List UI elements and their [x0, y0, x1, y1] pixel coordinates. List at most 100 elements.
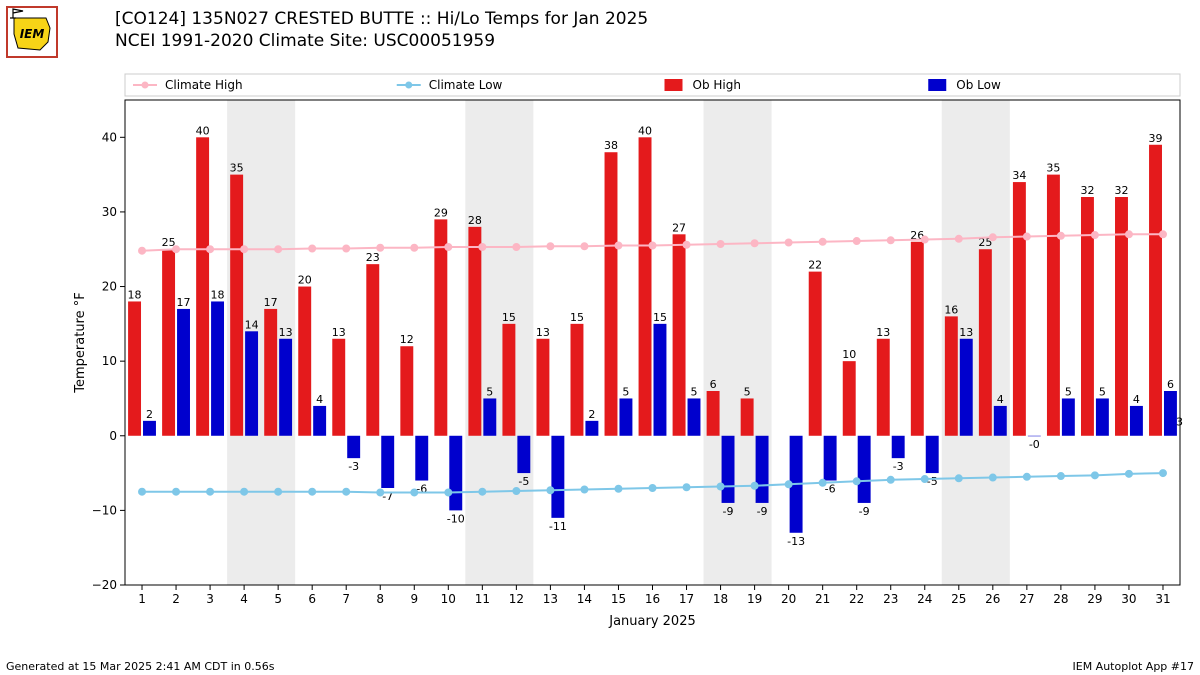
ob-high-bar: [400, 346, 413, 436]
bar-label: 5: [486, 385, 493, 398]
bar-label: 40: [638, 124, 652, 137]
climate-high-marker: [853, 238, 860, 245]
bar-label: 3: [1176, 415, 1183, 428]
climate-low-marker: [1159, 470, 1166, 477]
ob-high-bar: [162, 249, 175, 436]
bar-label: 13: [332, 326, 346, 339]
climate-low-marker: [207, 488, 214, 495]
ob-low-bar: [483, 398, 496, 435]
x-tick-label: 30: [1121, 592, 1136, 606]
bar-label: 6: [1167, 378, 1174, 391]
x-tick-label: 28: [1053, 592, 1068, 606]
climate-low-marker: [173, 488, 180, 495]
ob-high-bar: [707, 391, 720, 436]
ob-low-bar: [1096, 398, 1109, 435]
legend: [125, 74, 1180, 96]
bar-label: 17: [177, 296, 191, 309]
ob-low-bar: [1028, 436, 1041, 437]
x-tick-label: 5: [274, 592, 282, 606]
climate-high-marker: [411, 244, 418, 251]
bar-label: 20: [298, 274, 312, 287]
ob-low-bar: [824, 436, 837, 481]
climate-high-marker: [1023, 233, 1030, 240]
climate-high-marker: [343, 245, 350, 252]
bar-label: -11: [549, 520, 567, 533]
climate-low-marker: [343, 488, 350, 495]
x-tick-label: 9: [410, 592, 418, 606]
ob-low-bar: [245, 331, 258, 435]
y-axis-label: Temperature °F: [73, 292, 88, 393]
x-tick-label: 1: [138, 592, 146, 606]
climate-low-marker: [887, 476, 894, 483]
x-tick-label: 22: [849, 592, 864, 606]
ob-low-bar: [313, 406, 326, 436]
bar-label: 13: [959, 326, 973, 339]
ob-high-bar: [911, 242, 924, 436]
legend-marker: [142, 82, 149, 89]
climate-high-marker: [683, 241, 690, 248]
legend-swatch: [928, 79, 946, 91]
x-tick-label: 26: [985, 592, 1000, 606]
x-tick-label: 29: [1087, 592, 1102, 606]
bar-label: 23: [366, 251, 380, 264]
climate-low-marker: [445, 489, 452, 496]
climate-high-marker: [139, 247, 146, 254]
ob-low-bar: [381, 436, 394, 488]
ob-high-bar: [979, 249, 992, 436]
bar-label: 5: [744, 385, 751, 398]
ob-low-bar: [143, 421, 156, 436]
climate-high-marker: [649, 242, 656, 249]
climate-high-marker: [1159, 231, 1166, 238]
ob-high-bar: [230, 175, 243, 436]
ob-high-bar: [605, 152, 618, 436]
ob-low-bar: [722, 436, 735, 503]
climate-low-marker: [547, 487, 554, 494]
bar-label: -9: [859, 505, 870, 518]
ob-high-bar: [434, 219, 447, 435]
x-tick-label: 12: [509, 592, 524, 606]
ob-low-bar: [211, 301, 224, 435]
x-tick-label: 13: [543, 592, 558, 606]
x-tick-label: 23: [883, 592, 898, 606]
footer-app: IEM Autoplot App #17: [1073, 660, 1195, 673]
bar-label: -6: [825, 483, 836, 496]
bar-label: 4: [997, 393, 1004, 406]
ob-high-bar: [1149, 145, 1162, 436]
bar-label: 2: [588, 408, 595, 421]
x-tick-label: 16: [645, 592, 660, 606]
ob-high-bar: [128, 301, 141, 435]
ob-low-bar: [1164, 391, 1177, 436]
x-tick-label: 31: [1155, 592, 1170, 606]
ob-low-bar: [994, 406, 1007, 436]
bar-label: 4: [1133, 393, 1140, 406]
climate-high-marker: [173, 246, 180, 253]
x-tick-label: 6: [308, 592, 316, 606]
climate-high-marker: [445, 243, 452, 250]
ob-high-bar: [673, 234, 686, 435]
ob-low-bar: [892, 436, 905, 458]
bar-label: -13: [787, 535, 805, 548]
legend-label: Climate Low: [429, 78, 503, 92]
x-tick-label: 7: [342, 592, 350, 606]
bar-label: 5: [690, 385, 697, 398]
climate-low-marker: [309, 488, 316, 495]
title-line-2: NCEI 1991-2020 Climate Site: USC00051959: [115, 30, 648, 52]
ob-high-bar: [945, 316, 958, 435]
ob-high-bar: [264, 309, 277, 436]
bar-label: 5: [1065, 385, 1072, 398]
ob-high-bar: [877, 339, 890, 436]
ob-high-bar: [809, 272, 822, 436]
bar-label: 5: [1099, 385, 1106, 398]
bar-label: 4: [316, 393, 323, 406]
climate-low-marker: [989, 474, 996, 481]
legend-label: Climate High: [165, 78, 243, 92]
ob-high-bar: [332, 339, 345, 436]
x-tick-label: 3: [206, 592, 214, 606]
climate-high-marker: [581, 243, 588, 250]
climate-high-marker: [989, 234, 996, 241]
title-line-1: [CO124] 135N027 CRESTED BUTTE :: Hi/Lo T…: [115, 8, 648, 30]
climate-low-marker: [683, 484, 690, 491]
climate-low-marker: [921, 476, 928, 483]
ob-high-bar: [468, 227, 481, 436]
bar-label: -9: [757, 505, 768, 518]
